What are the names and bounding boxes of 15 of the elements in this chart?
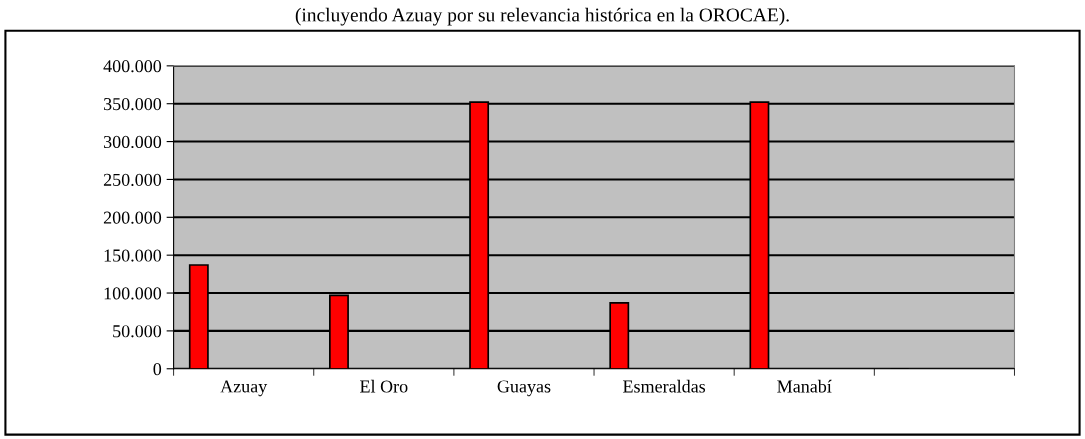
x-tick-label: Azuay xyxy=(220,380,268,397)
y-tick-label: 200.000 xyxy=(103,211,162,224)
y-tick-label: 250.000 xyxy=(103,173,162,186)
x-tick-label: Manabí xyxy=(777,379,832,393)
y-tick-label: 350.000 xyxy=(103,97,162,111)
y-tick-label: 400.000 xyxy=(103,60,162,73)
y-tick-label: 150.000 xyxy=(104,249,162,262)
x-tick-label: El Oro xyxy=(360,379,408,393)
chart-title: (incluyendo Azuay por su relevancia histórica en la OROCAE). xyxy=(295,7,789,26)
y-tick-label: 50.000 xyxy=(113,325,162,338)
y-tick-label: 300.000 xyxy=(103,135,162,149)
y-tick-label: 0 xyxy=(153,363,162,376)
y-tick-label: 100.000 xyxy=(104,287,162,300)
x-tick-label: Guayas xyxy=(497,380,551,397)
x-tick-label: Esmeraldas xyxy=(623,379,706,393)
